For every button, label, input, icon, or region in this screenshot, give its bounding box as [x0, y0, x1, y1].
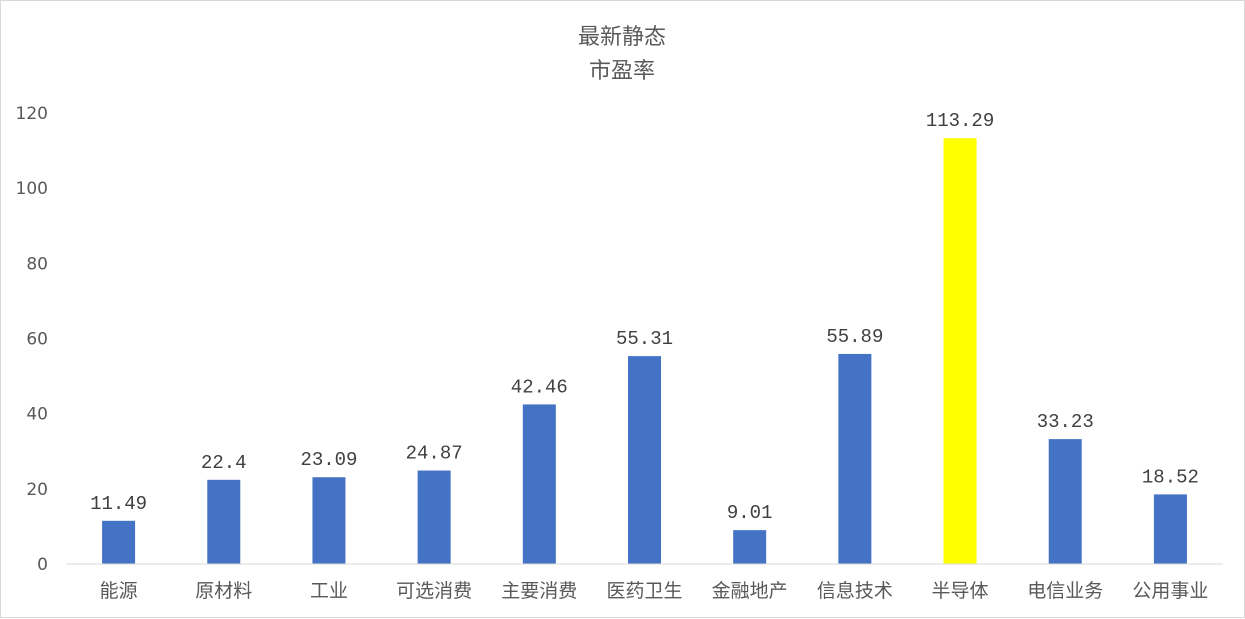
- x-category-label: 工业: [310, 580, 348, 602]
- y-tick-label: 120: [16, 104, 48, 124]
- y-tick-label: 20: [26, 480, 48, 500]
- y-tick-label: 80: [26, 254, 48, 274]
- data-label: 23.09: [300, 449, 357, 471]
- x-category-label: 电信业务: [1027, 580, 1103, 602]
- x-category-label: 能源: [100, 580, 138, 602]
- x-category-label: 金融地产: [712, 580, 788, 602]
- x-category-label: 原材料: [195, 580, 252, 602]
- bar: [522, 404, 556, 564]
- bar: [102, 520, 136, 564]
- data-label: 42.46: [511, 376, 568, 398]
- x-category-label: 公用事业: [1132, 580, 1208, 602]
- bar: [838, 353, 872, 564]
- bar: [628, 356, 661, 564]
- x-category-label: 医药卫生: [606, 580, 682, 602]
- data-label: 11.49: [90, 493, 147, 515]
- y-tick-label: 0: [37, 555, 48, 575]
- x-category-label: 可选消费: [396, 580, 472, 602]
- y-tick-label: 40: [26, 405, 48, 425]
- bar: [943, 138, 977, 564]
- data-label: 24.87: [406, 443, 463, 465]
- bar: [1153, 494, 1187, 564]
- x-category-label: 主要消费: [501, 580, 577, 602]
- data-label: 9.01: [727, 502, 773, 524]
- bar: [733, 530, 767, 564]
- data-label: 18.52: [1142, 466, 1199, 488]
- bar: [207, 479, 241, 564]
- bar: [417, 470, 451, 564]
- data-label: 113.29: [926, 110, 994, 132]
- data-label: 33.23: [1037, 411, 1094, 433]
- chart-title-line-2: 市盈率: [589, 59, 655, 84]
- bar: [1048, 439, 1082, 564]
- bar: [312, 477, 346, 564]
- data-label: 55.31: [616, 328, 673, 350]
- y-tick-label: 60: [26, 330, 48, 350]
- data-label: 55.89: [826, 326, 883, 348]
- data-label: 22.4: [201, 452, 247, 474]
- chart-title-line-1: 最新静态: [578, 25, 666, 50]
- y-tick-label: 100: [16, 179, 48, 199]
- x-category-label: 半导体: [932, 580, 989, 602]
- x-category-label: 信息技术: [817, 580, 893, 602]
